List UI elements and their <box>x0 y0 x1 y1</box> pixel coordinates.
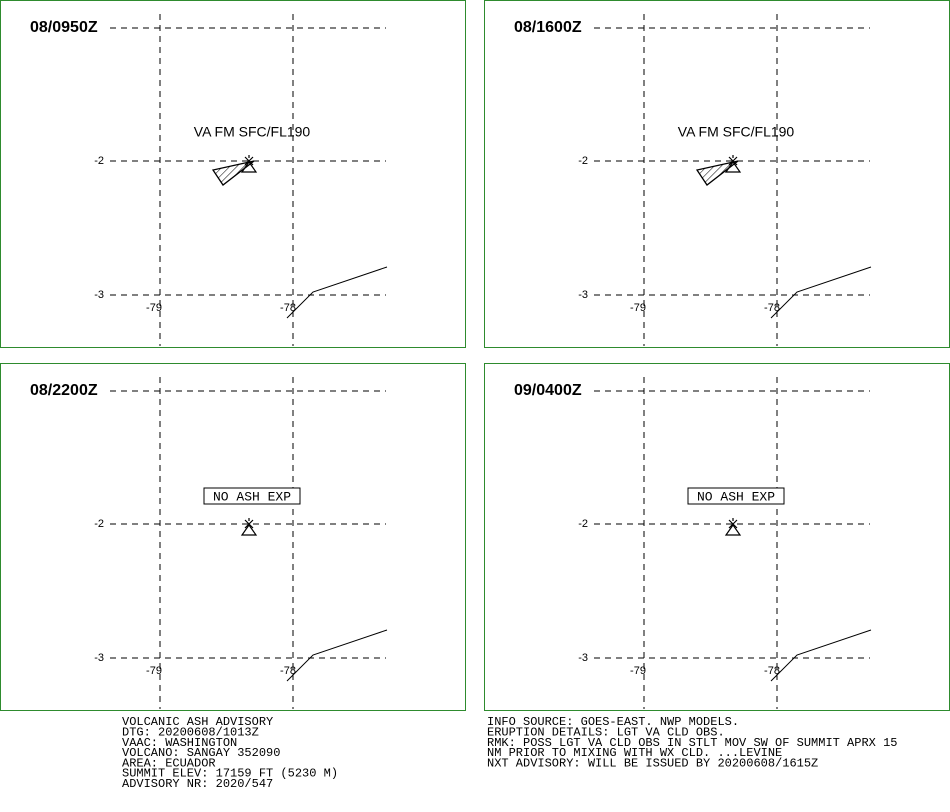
advisory-line: ERUPTION DETAILS: LGT VA CLD OBS. <box>487 725 725 739</box>
map-panel: 08/1600Z -2 -3 -79 -78 VA FM SFC/FL190 <box>484 0 950 348</box>
lon-label: -79 <box>146 665 162 677</box>
lat-label: -2 <box>94 518 104 530</box>
advisory-line: VOLCANIC ASH ADVISORY <box>122 715 273 729</box>
ash-cloud <box>695 160 739 186</box>
coastline <box>770 266 872 319</box>
coastline <box>286 266 388 319</box>
ash-cloud <box>211 160 255 186</box>
valid-time: 08/0950Z <box>30 19 98 36</box>
ash-annotation: NO ASH EXP <box>213 489 291 504</box>
ash-annotation: VA FM SFC/FL190 <box>678 124 795 140</box>
map-panel: 08/2200Z -2 -3 -79 -78 NO ASH EXP <box>0 363 466 711</box>
lat-label: -2 <box>578 518 588 530</box>
volcano-symbol <box>240 523 258 536</box>
lon-label: -79 <box>630 665 646 677</box>
lon-label: -78 <box>764 302 780 314</box>
advisory-line: AREA: ECUADOR <box>122 756 216 770</box>
valid-time: 08/1600Z <box>514 19 582 36</box>
advisory-line: NXT ADVISORY: WILL BE ISSUED BY 20200608… <box>487 756 818 770</box>
map-panel: 09/0400Z -2 -3 -79 -78 NO ASH EXP <box>484 363 950 711</box>
coastline <box>770 629 872 682</box>
lon-label: -78 <box>280 665 296 677</box>
advisory-line: DTG: 20200608/1013Z <box>122 725 259 739</box>
lat-label: -3 <box>578 289 588 301</box>
panel-border <box>0 363 466 711</box>
ash-annotation: NO ASH EXP <box>697 489 775 504</box>
advisory-line: VOLCANO: SANGAY 352090 <box>122 746 280 760</box>
lon-label: -78 <box>280 302 296 314</box>
volcano-mark <box>728 518 738 529</box>
annotation-box <box>687 487 785 505</box>
coastline <box>286 629 388 682</box>
lat-label: -2 <box>578 155 588 167</box>
advisory-line: NM PRIOR TO MIXING WITH WX CLD. ...LEVIN… <box>487 746 782 760</box>
advisory-line: VAAC: WASHINGTON <box>122 736 237 750</box>
volcano-symbol <box>724 523 742 536</box>
advisory-line: SUMMIT ELEV: 17159 FT (5230 M) <box>122 767 338 781</box>
advisory-line: ADVISORY NR: 2020/547 <box>122 777 273 791</box>
lat-label: -3 <box>94 289 104 301</box>
advisory-line: INFO SOURCE: GOES-EAST. NWP MODELS. <box>487 715 739 729</box>
valid-time: 09/0400Z <box>514 382 582 399</box>
lat-label: -2 <box>94 155 104 167</box>
advisory-line: RMK: POSS LGT VA CLD OBS IN STLT MOV SW … <box>487 736 897 750</box>
valid-time: 08/2200Z <box>30 382 98 399</box>
ash-annotation: VA FM SFC/FL190 <box>194 124 311 140</box>
lon-label: -79 <box>630 302 646 314</box>
lon-label: -79 <box>146 302 162 314</box>
panel-border <box>0 0 466 348</box>
lat-label: -3 <box>94 652 104 664</box>
map-panel: 08/0950Z -2 -3 -79 -78 VA FM SFC/FL190 <box>0 0 466 348</box>
annotation-box <box>203 487 301 505</box>
lat-label: -3 <box>578 652 588 664</box>
volcano-mark <box>244 518 254 529</box>
lon-label: -78 <box>764 665 780 677</box>
